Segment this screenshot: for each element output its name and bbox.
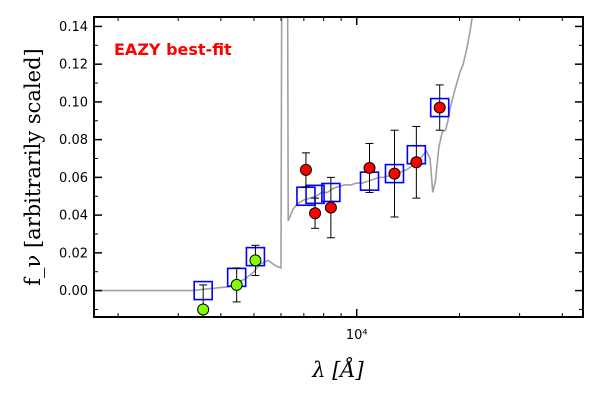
eazy-annotation: EAZY best-fit: [114, 40, 232, 59]
nondetection-point: [230, 278, 243, 291]
nondetection-point: [249, 254, 262, 267]
detection-point: [388, 167, 401, 180]
x-axis-label: λ [Å]: [311, 357, 364, 382]
x-tick-label: 10⁴: [346, 328, 368, 343]
y-tick-label: 0.12: [59, 58, 88, 73]
y-tick-label: 0.08: [59, 133, 88, 148]
y-tick-label: 0.14: [59, 20, 88, 35]
y-tick-label: 0.10: [59, 95, 88, 110]
y-axis-label: f_ν [arbitrarily scaled]: [21, 48, 45, 285]
detection-point: [433, 101, 446, 114]
model-sed-line: [94, 17, 474, 292]
detection-point: [363, 161, 376, 174]
detection-point: [299, 163, 312, 176]
detection-point: [324, 201, 337, 214]
y-tick-label: 0.00: [59, 284, 88, 299]
nondetection-point: [197, 303, 210, 316]
detection-point: [410, 156, 423, 169]
detection-point: [309, 207, 322, 220]
plot-frame: [93, 16, 584, 318]
y-tick-label: 0.04: [59, 209, 88, 224]
y-tick-label: 0.02: [59, 246, 88, 261]
y-tick-label: 0.06: [59, 171, 88, 186]
